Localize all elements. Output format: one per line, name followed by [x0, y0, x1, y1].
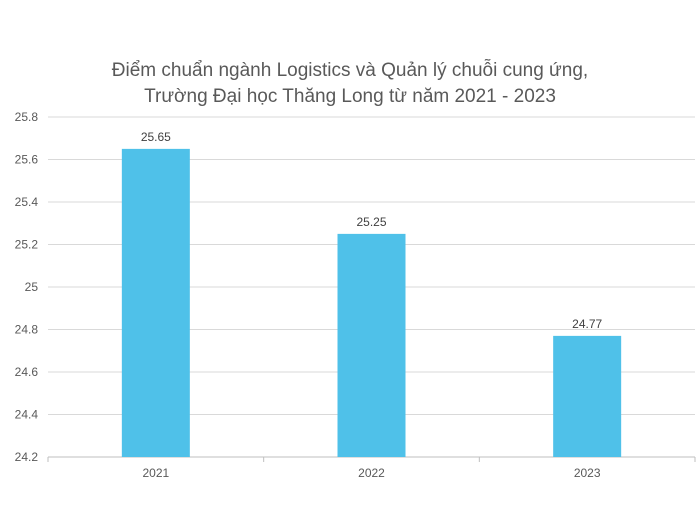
chart-title-line-2: Trường Đại học Thăng Long từ năm 2021 - …: [144, 86, 556, 107]
y-tick-label: 24.4: [15, 408, 39, 422]
y-axis-ticks: 24.2 24.4 24.6 24.8 25 25.2 25.4 25.6 25.8: [15, 110, 39, 464]
y-tick-label: 24.8: [15, 323, 39, 337]
y-tick-label: 25: [25, 280, 39, 294]
x-tick-label: 2022: [358, 466, 385, 480]
bar-2023[interactable]: [553, 335, 622, 457]
y-tick-label: 24.6: [15, 365, 39, 379]
bar-2022[interactable]: [337, 233, 406, 457]
y-tick-label: 24.2: [15, 450, 39, 464]
bar-2021[interactable]: [121, 148, 190, 457]
data-label: 25.25: [356, 215, 386, 229]
bars: [121, 148, 622, 457]
chart-title: Điểm chuẩn ngành Logistics và Quản lý ch…: [0, 58, 700, 110]
y-tick-label: 25.2: [15, 238, 39, 252]
x-tick-label: 2021: [142, 466, 169, 480]
data-label: 25.65: [141, 130, 171, 144]
y-tick-label: 25.8: [15, 110, 39, 124]
x-axis-ticks: 2021 2022 2023: [47, 457, 696, 480]
data-label: 24.77: [572, 317, 602, 331]
chart-title-line-1: Điểm chuẩn ngành Logistics và Quản lý ch…: [111, 60, 589, 81]
x-tick-label: 2023: [574, 466, 601, 480]
data-labels: 25.65 25.25 24.77: [141, 130, 603, 331]
y-tick-label: 25.4: [15, 195, 39, 209]
y-tick-label: 25.6: [15, 153, 39, 167]
